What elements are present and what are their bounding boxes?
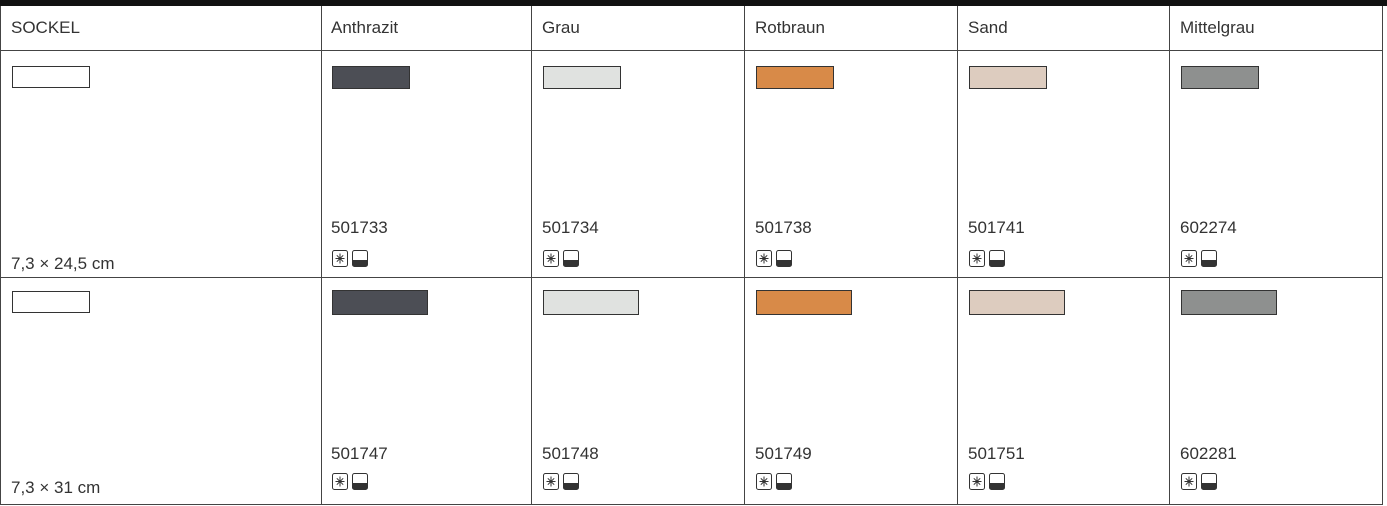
color-swatch (332, 66, 410, 89)
outline-swatch (12, 66, 90, 88)
icons (756, 473, 792, 490)
icons (969, 250, 1005, 267)
page: SOCKEL Anthrazit Grau Rotbraun Sand Mittelgra… (0, 0, 1387, 506)
color-swatch (1181, 290, 1277, 315)
frost-icon (1181, 250, 1197, 267)
frost-icon (969, 250, 985, 267)
frost-icon (332, 473, 348, 490)
article-number: 501747 (331, 444, 388, 464)
header-cell: Sand (958, 6, 1170, 51)
glaze-icon (1201, 473, 1217, 490)
frost-icon (543, 473, 559, 490)
size-cell: 7,3 × 31 cm (0, 277, 322, 505)
color-swatch (543, 290, 639, 315)
icons (1181, 473, 1217, 490)
header-text: Grau (542, 18, 580, 38)
product-cell: 501747 (321, 277, 532, 505)
glaze-icon (563, 250, 579, 267)
icons (1181, 250, 1217, 267)
product-cell: 501751 (958, 277, 1170, 505)
frost-icon (756, 473, 772, 490)
glaze-icon (352, 473, 368, 490)
glaze-icon (776, 473, 792, 490)
article-number: 501733 (331, 218, 388, 238)
header-text: Sand (968, 18, 1008, 38)
color-swatch (969, 66, 1047, 89)
glaze-icon (1201, 250, 1217, 267)
color-swatch (1181, 66, 1259, 89)
product-cell: 602281 (1170, 277, 1383, 505)
product-cell: 501738 (745, 50, 958, 278)
header-cell: Rotbraun (745, 6, 958, 51)
icons (332, 250, 368, 267)
article-number: 501748 (542, 444, 599, 464)
glaze-icon (776, 250, 792, 267)
color-swatch (756, 66, 834, 89)
color-swatch (756, 290, 852, 315)
icons (543, 473, 579, 490)
article-number: 501741 (968, 218, 1025, 238)
icons (969, 473, 1005, 490)
size-label: 7,3 × 31 cm (11, 478, 100, 498)
frost-icon (969, 473, 985, 490)
article-number: 501751 (968, 444, 1025, 464)
icons (756, 250, 792, 267)
product-cell: 602274 (1170, 50, 1383, 278)
header-cell: Mittelgrau (1170, 6, 1383, 51)
header-cell: SOCKEL (0, 6, 322, 51)
icons (543, 250, 579, 267)
product-cell: 501733 (321, 50, 532, 278)
header-text: SOCKEL (11, 18, 80, 38)
article-number: 501738 (755, 218, 812, 238)
glaze-icon (563, 473, 579, 490)
frost-icon (1181, 473, 1197, 490)
header-text: Rotbraun (755, 18, 825, 38)
color-swatch (332, 290, 428, 315)
color-swatch (543, 66, 621, 89)
header-cell: Anthrazit (321, 6, 532, 51)
glaze-icon (989, 250, 1005, 267)
product-cell: 501734 (532, 50, 745, 278)
frost-icon (756, 250, 772, 267)
article-number: 501734 (542, 218, 599, 238)
header-text: Anthrazit (331, 18, 398, 38)
size-cell: 7,3 × 24,5 cm (0, 50, 322, 278)
icons (332, 473, 368, 490)
header-cell: Grau (532, 6, 745, 51)
product-cell: 501749 (745, 277, 958, 505)
product-cell: 501748 (532, 277, 745, 505)
article-number: 602281 (1180, 444, 1237, 464)
outline-swatch (12, 291, 90, 313)
glaze-icon (352, 250, 368, 267)
product-cell: 501741 (958, 50, 1170, 278)
color-swatch (969, 290, 1065, 315)
header-text: Mittelgrau (1180, 18, 1255, 38)
article-number: 602274 (1180, 218, 1237, 238)
glaze-icon (989, 473, 1005, 490)
size-label: 7,3 × 24,5 cm (11, 254, 114, 274)
frost-icon (543, 250, 559, 267)
article-number: 501749 (755, 444, 812, 464)
frost-icon (332, 250, 348, 267)
